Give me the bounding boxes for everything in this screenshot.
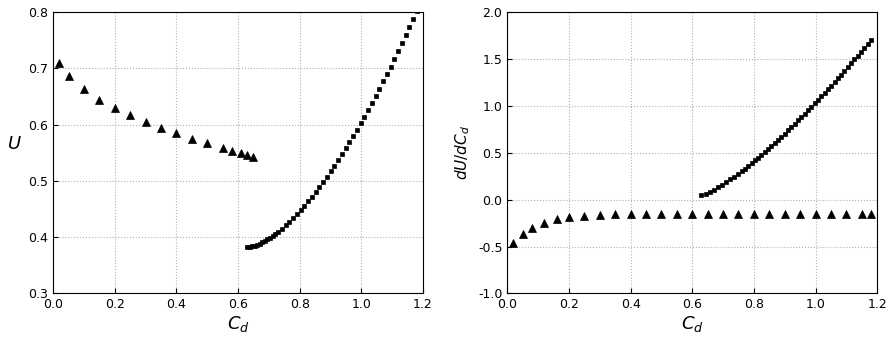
Y-axis label: $U$: $U$	[7, 135, 21, 153]
X-axis label: $C_d$: $C_d$	[227, 314, 249, 334]
Y-axis label: $dU/dC_d$: $dU/dC_d$	[453, 125, 472, 180]
X-axis label: $C_d$: $C_d$	[681, 314, 704, 334]
